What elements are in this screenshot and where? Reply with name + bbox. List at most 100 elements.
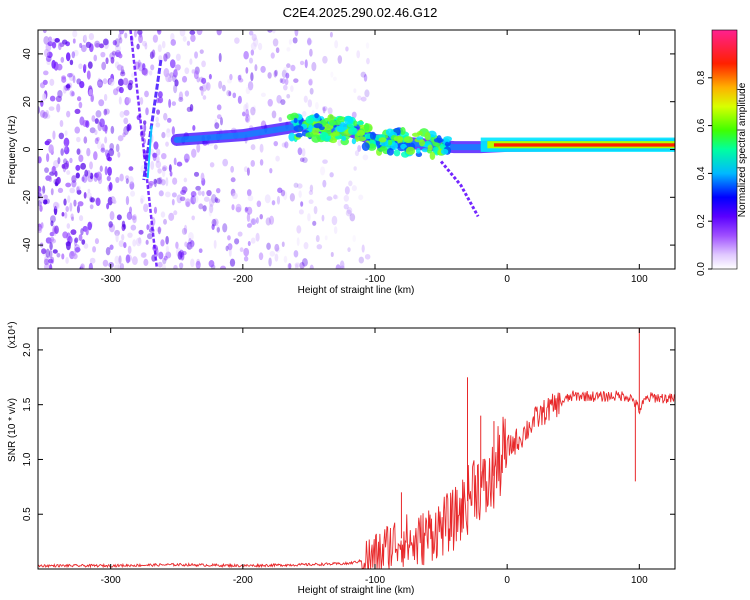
signal-branch bbox=[439, 160, 480, 218]
noise-blob bbox=[218, 52, 222, 63]
noise-blob bbox=[248, 57, 254, 64]
noise-blob bbox=[357, 144, 362, 152]
noise-blob bbox=[351, 185, 357, 192]
noise-blob bbox=[46, 138, 52, 144]
noise-blob bbox=[130, 190, 136, 197]
noise-blob bbox=[304, 59, 308, 69]
noise-blob bbox=[250, 72, 254, 82]
noise-blob bbox=[194, 51, 198, 59]
noise-blob bbox=[165, 245, 170, 254]
noise-blob bbox=[144, 42, 148, 50]
noise-blob bbox=[163, 255, 168, 261]
noise-blob bbox=[168, 98, 172, 108]
noise-blob bbox=[79, 43, 83, 49]
noise-blob bbox=[239, 73, 242, 80]
noise-blob bbox=[157, 91, 163, 98]
snr-x-ticks: -300 -200 -100 0 100 bbox=[101, 328, 648, 586]
x-tick-label: -300 bbox=[101, 575, 121, 586]
noise-blob bbox=[125, 195, 130, 206]
noise-blob bbox=[155, 122, 161, 128]
noise-blob bbox=[117, 135, 124, 142]
signal-blob bbox=[361, 142, 370, 151]
noise-blob bbox=[294, 262, 301, 268]
noise-blob bbox=[50, 220, 54, 227]
noise-blob bbox=[157, 96, 164, 104]
noise-blob bbox=[90, 93, 95, 102]
noise-blob bbox=[111, 50, 116, 56]
noise-blob bbox=[169, 59, 176, 69]
noise-blob bbox=[88, 33, 95, 41]
noise-blob bbox=[176, 161, 183, 167]
noise-blob bbox=[96, 140, 102, 150]
noise-blob bbox=[274, 253, 279, 262]
noise-blob bbox=[251, 218, 257, 225]
noise-blob bbox=[107, 166, 112, 176]
noise-blob bbox=[108, 78, 115, 87]
noise-blob bbox=[96, 136, 100, 142]
noise-blob bbox=[289, 193, 295, 202]
noise-blob bbox=[184, 198, 191, 208]
noise-blob bbox=[71, 175, 77, 183]
noise-blob bbox=[286, 63, 291, 68]
noise-blob bbox=[94, 238, 100, 245]
noise-blob bbox=[108, 148, 115, 157]
noise-blob bbox=[82, 174, 88, 183]
noise-blob bbox=[156, 109, 161, 115]
noise-blob bbox=[89, 127, 96, 134]
noise-blob bbox=[173, 84, 178, 94]
noise-blob bbox=[277, 187, 283, 194]
noise-blob bbox=[238, 78, 244, 83]
noise-blob bbox=[84, 34, 88, 43]
noise-blob bbox=[202, 205, 207, 212]
noise-blob bbox=[307, 99, 313, 108]
noise-blob bbox=[48, 249, 53, 259]
noise-blob bbox=[265, 217, 272, 226]
noise-blob bbox=[214, 122, 220, 129]
noise-blob bbox=[165, 72, 172, 83]
noise-blob bbox=[123, 117, 129, 125]
signal-blob bbox=[430, 136, 435, 143]
noise-blob bbox=[333, 194, 339, 200]
noise-blob bbox=[70, 250, 77, 257]
noise-blob bbox=[157, 168, 162, 174]
noise-blob bbox=[109, 211, 115, 221]
noise-blob bbox=[163, 67, 170, 78]
noise-blob bbox=[322, 179, 327, 188]
noise-blob bbox=[178, 262, 184, 269]
noise-blob bbox=[258, 252, 264, 261]
noise-blob bbox=[59, 120, 64, 127]
noise-blob bbox=[178, 96, 184, 103]
noise-blob bbox=[52, 201, 59, 210]
noise-blob bbox=[299, 60, 305, 66]
noise-blob bbox=[142, 40, 148, 47]
noise-blob bbox=[302, 111, 307, 117]
signal-blob bbox=[429, 151, 436, 160]
noise-blob bbox=[354, 150, 360, 157]
noise-blob bbox=[206, 190, 212, 197]
noise-blob bbox=[303, 242, 309, 250]
noise-blob bbox=[125, 178, 129, 185]
noise-blob bbox=[272, 38, 279, 47]
noise-blob bbox=[73, 199, 77, 207]
noise-blob bbox=[117, 78, 124, 87]
noise-blob bbox=[322, 159, 328, 164]
noise-blob bbox=[216, 30, 221, 36]
noise-blob bbox=[174, 79, 179, 87]
signal-blob bbox=[288, 132, 296, 142]
y-tick-label: 0.5 bbox=[22, 507, 33, 521]
noise-blob bbox=[69, 59, 74, 66]
noise-blob bbox=[246, 206, 253, 215]
noise-blob bbox=[48, 106, 55, 111]
noise-blob bbox=[101, 61, 107, 71]
noise-blob bbox=[52, 130, 56, 140]
signal-blob bbox=[367, 143, 377, 151]
noise-blob bbox=[89, 257, 96, 264]
noise-blob bbox=[250, 42, 257, 51]
noise-blob bbox=[280, 189, 286, 197]
noise-blob bbox=[114, 229, 120, 237]
noise-blob bbox=[211, 194, 217, 204]
signal-blob bbox=[424, 131, 431, 141]
noise-blob bbox=[157, 226, 161, 235]
noise-blob bbox=[215, 198, 221, 204]
noise-blob bbox=[216, 226, 220, 233]
